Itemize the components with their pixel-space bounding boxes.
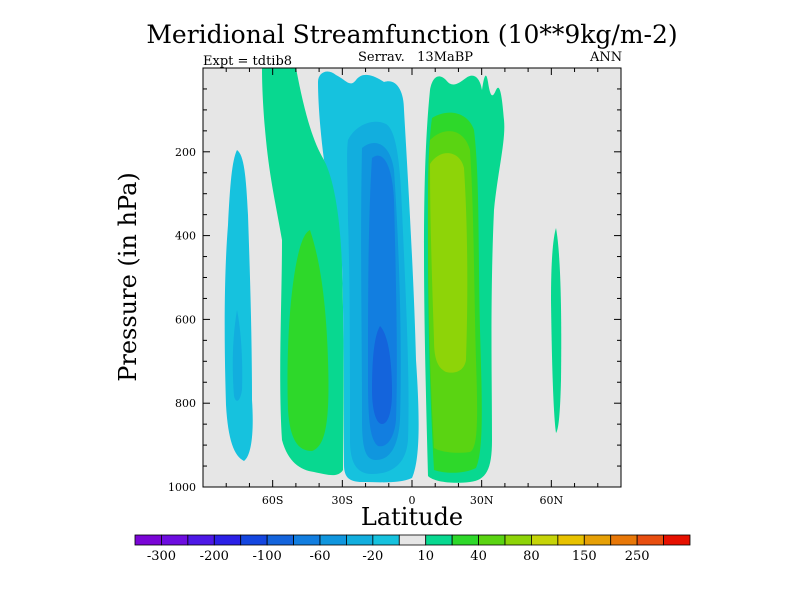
x-tick-label: 60S	[262, 494, 284, 507]
northern-isolated-positive-cell	[551, 228, 562, 433]
colorbar-swatch	[451, 534, 479, 546]
y-tick-label: 600	[175, 313, 196, 326]
x-tick-label: 30N	[470, 494, 494, 507]
chart-title: Meridional Streamfunction (10**9kg/m-2)	[146, 20, 677, 49]
colorbar-label: -60	[310, 549, 331, 564]
southern-ferrel-positive-cell	[262, 68, 344, 476]
y-axis-label: Pressure (in hPa)	[114, 172, 142, 382]
x-axis-label: Latitude	[361, 503, 463, 531]
northern-hadley-positive-cell	[424, 75, 505, 483]
contour-band	[372, 326, 392, 424]
colorbar-swatch	[293, 534, 321, 546]
experiment-label: Expt = tdtib8	[203, 54, 292, 69]
contour-band	[232, 310, 243, 401]
colorbar-swatch	[346, 534, 374, 546]
colorbar-label: -20	[362, 549, 383, 564]
colorbar-swatch	[187, 534, 215, 546]
colorbar-swatch	[504, 534, 532, 546]
colorbar-swatch	[213, 534, 242, 546]
x-tick-label: 30S	[332, 494, 354, 507]
contour-band	[430, 153, 468, 373]
y-tick-label: 200	[175, 146, 196, 159]
season-label: ANN	[589, 50, 622, 65]
colorbar-label: 250	[625, 549, 650, 564]
x-tick-label: 60N	[540, 494, 564, 507]
colorbar-swatch	[240, 534, 268, 546]
x-tick-label: 0	[409, 494, 416, 507]
colorbar-swatch	[583, 534, 612, 546]
southern-outer-negative-cell	[224, 150, 253, 461]
southern-hadley-negative-cell	[318, 71, 419, 483]
contour-band	[287, 230, 329, 451]
colorbar-swatch	[319, 534, 347, 546]
colorbar-label: -300	[147, 549, 176, 564]
contour-band	[551, 228, 562, 433]
colorbar-swatch	[266, 534, 294, 546]
axis-ticks: 60S 30S 0 30N 60N 200 400 600 800 1000	[168, 68, 621, 507]
period-label: Serrav. 13MaBP	[358, 50, 473, 65]
colorbar-label: -200	[200, 549, 229, 564]
colorbar-label: 40	[470, 549, 487, 564]
colorbar-swatch	[636, 534, 664, 546]
colorbar-swatch	[531, 534, 559, 546]
colorbar-swatch	[478, 534, 506, 546]
colorbar-swatch	[663, 534, 691, 546]
colorbar-swatch	[610, 534, 638, 546]
colorbar-swatch	[425, 534, 453, 546]
y-tick-label: 1000	[168, 481, 196, 494]
colorbar-label: 80	[523, 549, 540, 564]
y-tick-label: 800	[175, 397, 196, 410]
y-tick-label: 400	[175, 230, 196, 243]
colorbar-swatch	[557, 534, 585, 546]
colorbar-swatch	[398, 534, 427, 546]
colorbar-label: -100	[253, 549, 282, 564]
colorbar-label: 10	[417, 549, 434, 564]
contour-band	[224, 150, 253, 461]
colorbar-swatch	[161, 534, 189, 546]
colorbar-label: 150	[572, 549, 597, 564]
colorbar-swatch	[134, 534, 162, 546]
colorbar-swatch	[372, 534, 400, 546]
colorbar: -300 -200 -100 -60 -20 10 40 80 150 250	[134, 534, 691, 564]
plot-area: 60S 30S 0 30N 60N 200 400 600 800 1000	[168, 67, 622, 507]
